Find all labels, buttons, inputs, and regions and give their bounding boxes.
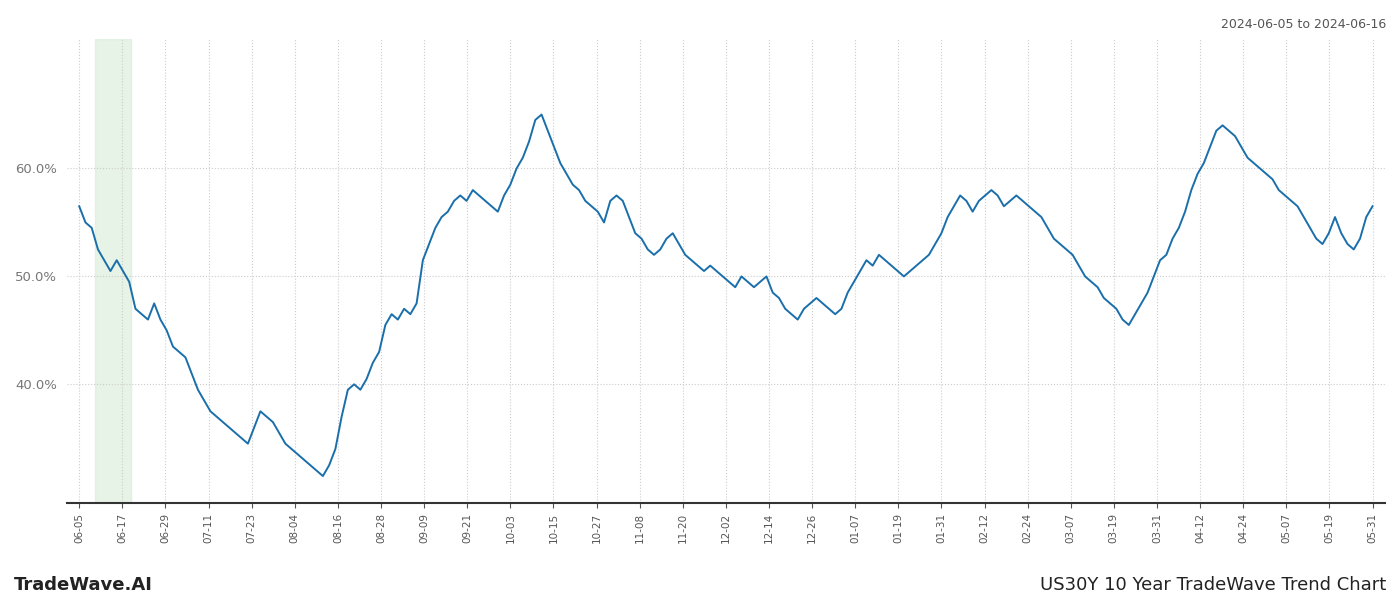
Text: 2024-06-05 to 2024-06-16: 2024-06-05 to 2024-06-16	[1221, 18, 1386, 31]
Text: US30Y 10 Year TradeWave Trend Chart: US30Y 10 Year TradeWave Trend Chart	[1040, 576, 1386, 594]
Text: TradeWave.AI: TradeWave.AI	[14, 576, 153, 594]
Bar	[95, 39, 132, 503]
